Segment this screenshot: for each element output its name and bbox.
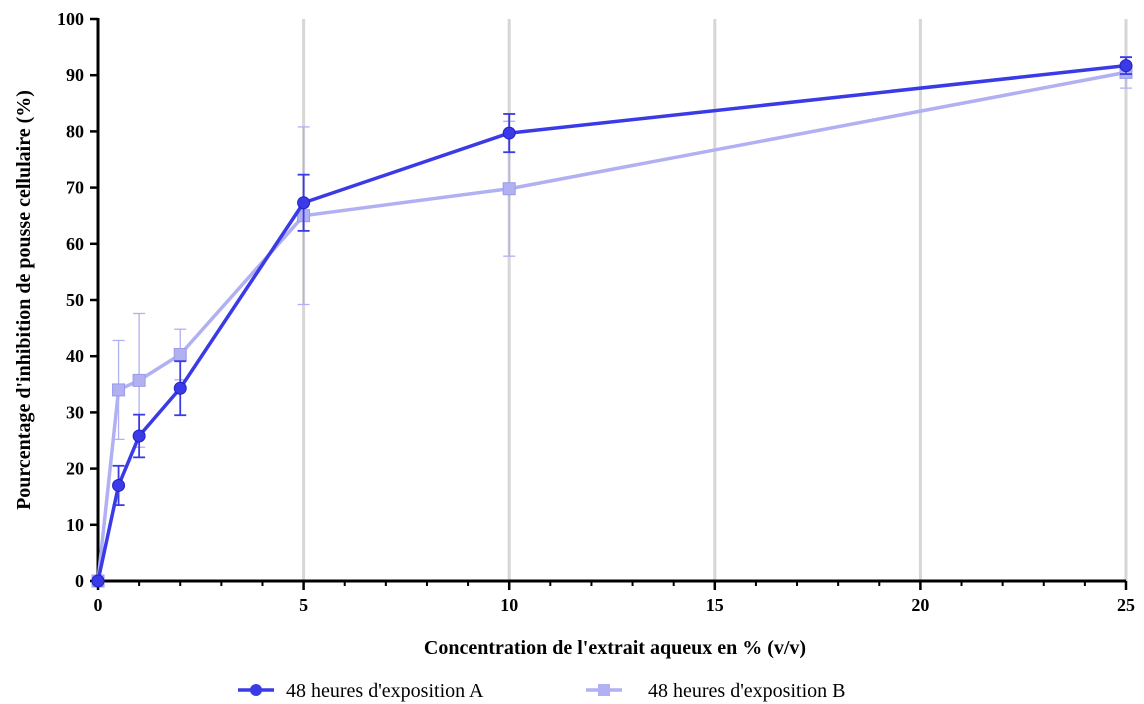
x-tick-label: 25: [1117, 595, 1135, 615]
grid-layer: [302, 19, 1128, 581]
series-layer: [91, 56, 1133, 588]
y-tick-label: 0: [75, 571, 84, 591]
data-point: [173, 381, 187, 395]
series-line: [96, 70, 1127, 582]
axes-layer: 0 10 20 30 40 50 60 70 80 90 100 0 5 10 15 20 25: [57, 9, 1135, 615]
y-tick-label: 100: [57, 9, 84, 29]
data-point: [502, 182, 516, 196]
x-axis-title: Concentration de l'extrait aqueux en % (…: [424, 637, 806, 659]
x-tick-label: 15: [706, 595, 724, 615]
y-tick-label: 50: [66, 290, 84, 310]
y-tick-label: 70: [66, 178, 84, 198]
legend-label: 48 heures d'exposition A: [286, 680, 484, 702]
x-tick-label: 5: [299, 595, 308, 615]
x-tick-label: 20: [911, 595, 929, 615]
legend-marker: [250, 684, 262, 696]
data-point: [502, 126, 516, 140]
y-tick-label: 80: [66, 121, 84, 141]
y-tick-label: 40: [66, 346, 84, 366]
data-point: [132, 429, 146, 443]
legend-item-a: 48 heures d'exposition A: [238, 680, 484, 702]
x-tick-label: 0: [94, 595, 103, 615]
y-tick-label: 10: [66, 515, 84, 535]
y-tick-label: 20: [66, 459, 84, 479]
data-point: [1119, 59, 1133, 73]
data-point: [173, 348, 187, 362]
data-point: [132, 373, 146, 387]
legend: 48 heures d'exposition A 48 heures d'expo…: [238, 680, 845, 702]
y-tick-label: 30: [66, 402, 84, 422]
x-tick-label: 10: [500, 595, 518, 615]
y-tick-label: 60: [66, 234, 84, 254]
series-a: [91, 56, 1133, 588]
series-line: [96, 63, 1127, 582]
data-point: [112, 478, 126, 492]
legend-marker: [598, 684, 610, 696]
series-b: [91, 56, 1133, 588]
legend-label: 48 heures d'exposition B: [648, 680, 845, 702]
legend-item-b: 48 heures d'exposition B: [586, 680, 845, 702]
data-point: [297, 196, 311, 210]
data-point: [112, 383, 126, 397]
data-point: [91, 574, 105, 588]
y-axis-title: Pourcentage d'inhibition de pousse cellu…: [13, 90, 35, 510]
y-tick-label: 90: [66, 65, 84, 85]
